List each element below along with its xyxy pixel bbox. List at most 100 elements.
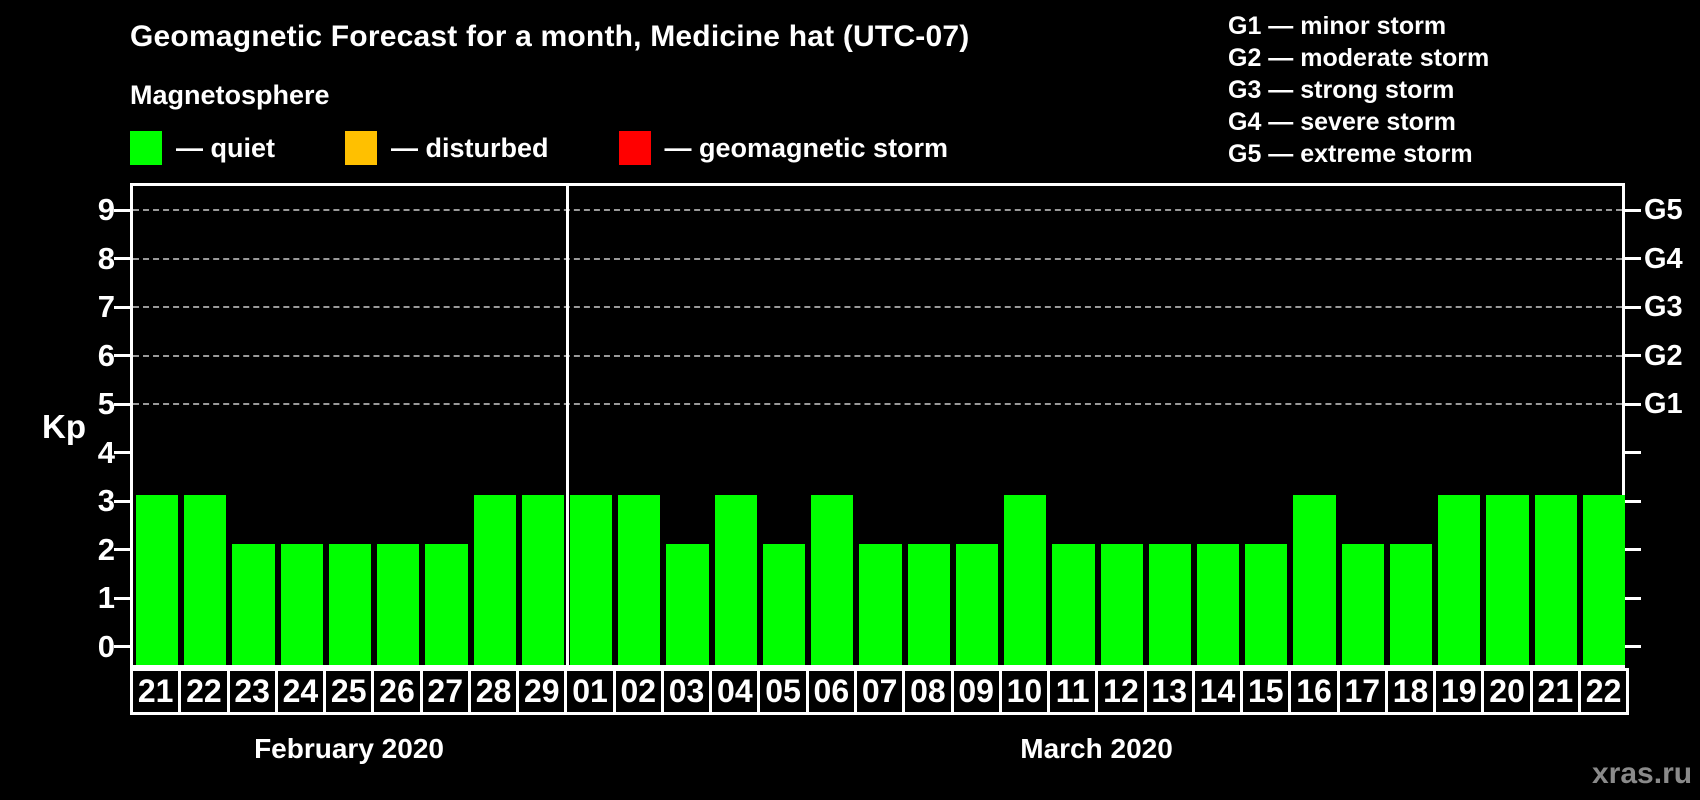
kp-bar-mar-05 (762, 543, 806, 665)
day-label-feb-25: 25 (323, 668, 375, 715)
left-axis-tick-7 (114, 305, 130, 309)
kp-bar-feb-26 (377, 543, 420, 665)
day-label-mar-07: 07 (853, 668, 906, 715)
day-label-mar-03: 03 (660, 668, 713, 715)
left-axis-tick-8 (114, 257, 130, 261)
left-axis-tick-5 (114, 402, 130, 406)
day-axis-row: 21 22 23 24 25 26 27 28 29 01 02 03 04 05 06 07 08 09 10 11… (130, 668, 1630, 715)
legend-item-disturbed: — disturbed (345, 131, 549, 165)
legend-item-geomagnetic-storm: — geomagnetic storm (618, 131, 949, 165)
kp-bar-feb-29 (521, 495, 565, 665)
right-axis-tick-4 (1625, 451, 1641, 455)
y-axis-label-0: 0 (97, 628, 115, 664)
legend-label-disturbed: — disturbed (391, 132, 549, 163)
day-label-mar-19: 19 (1433, 668, 1485, 715)
day-label-mar-22: 22 (1577, 668, 1630, 715)
legend-label-quiet: — quiet (176, 132, 275, 163)
day-label-mar-08: 08 (902, 668, 954, 715)
kp-bar-feb-23 (232, 543, 275, 665)
right-axis-tick-8 (1625, 257, 1641, 261)
kp-bar-mar-18 (1389, 543, 1433, 665)
gridline-kp-6 (133, 354, 1622, 357)
day-label-feb-22: 22 (178, 668, 230, 715)
plot-area: 0 1 2 3 4 5 6 7 8 9 G1 G2 G3 G4 G5 (98, 183, 1683, 668)
right-axis-label-g1: G1 (1644, 388, 1683, 421)
day-label-mar-16: 16 (1288, 668, 1340, 715)
right-axis-tick-2 (1625, 548, 1641, 552)
kp-bar-mar-09 (955, 543, 999, 665)
day-label-mar-11: 11 (1047, 668, 1099, 715)
day-label-mar-01: 01 (564, 668, 616, 715)
kp-bar-mar-06 (811, 495, 854, 665)
kp-bar-mar-12 (1100, 543, 1143, 665)
g-legend-line-g4: G4 — severe storm (1228, 108, 1456, 136)
quiet-color-swatch (130, 131, 162, 165)
kp-bar-mar-19 (1438, 495, 1481, 665)
geomagnetic-storm-color-swatch (618, 131, 651, 165)
day-label-mar-18: 18 (1384, 668, 1437, 715)
day-label-mar-04: 04 (709, 668, 761, 715)
left-axis-tick-0 (114, 645, 130, 649)
day-label-feb-21: 21 (130, 668, 182, 715)
y-axis-label-1: 1 (97, 580, 115, 616)
kp-bar-feb-21 (136, 495, 179, 665)
kp-bar-chart: 0 1 2 3 4 5 6 7 8 9 G1 G2 G3 G4 G5 21 22 23 24 25 26 27 28 29 0… (98, 183, 1683, 764)
legend-item-quiet: — quiet (130, 131, 275, 165)
right-axis-label-g2: G2 (1644, 339, 1683, 372)
day-label-mar-12: 12 (1095, 668, 1147, 715)
left-axis-tick-9 (114, 208, 130, 212)
gridline-kp-7 (133, 306, 1622, 309)
kp-bar-mar-04 (714, 495, 757, 665)
kp-bar-mar-16 (1293, 495, 1336, 665)
legend-label-geomagnetic-storm: — geomagnetic storm (664, 132, 949, 163)
kp-bar-mar-01 (570, 495, 613, 665)
g-legend-line-g3: G3 — strong storm (1228, 76, 1455, 104)
kp-bar-feb-22 (184, 495, 227, 665)
kp-bar-mar-10 (1004, 495, 1047, 665)
magnetosphere-legend: — quiet — disturbed — geomagnetic storm (130, 131, 1018, 165)
right-axis-tick-6 (1625, 354, 1641, 358)
g-legend-line-g1: G1 — minor storm (1228, 12, 1447, 40)
y-axis-label-5: 5 (97, 386, 115, 422)
kp-bar-mar-15 (1245, 543, 1288, 665)
day-label-mar-15: 15 (1240, 668, 1292, 715)
right-axis-tick-1 (1625, 596, 1641, 600)
y-axis-title: Kp (42, 408, 86, 445)
left-axis-tick-4 (114, 451, 130, 455)
g-scale-legend: G1 — minor storm G2 — moderate storm G3 … (1228, 10, 1489, 170)
right-axis-label-g4: G4 (1644, 242, 1683, 275)
kp-bar-mar-07 (859, 543, 902, 665)
magnetosphere-heading: Magnetosphere (130, 80, 330, 110)
y-axis-label-4: 4 (97, 434, 115, 470)
kp-bar-mar-11 (1052, 543, 1095, 665)
right-axis-tick-0 (1625, 645, 1641, 649)
kp-bar-feb-24 (280, 543, 323, 665)
right-axis-label-g3: G3 (1644, 291, 1683, 324)
disturbed-color-swatch (345, 131, 377, 165)
day-label-feb-28: 28 (467, 668, 520, 715)
day-label-mar-09: 09 (950, 668, 1002, 715)
day-label-feb-29: 29 (516, 668, 568, 715)
kp-bar-mar-02 (618, 495, 661, 665)
kp-bar-mar-22 (1582, 495, 1625, 665)
right-axis-label-g5: G5 (1644, 194, 1683, 227)
left-axis-tick-3 (114, 499, 130, 503)
y-axis-label-9: 9 (97, 192, 115, 228)
day-label-feb-24: 24 (274, 668, 327, 715)
gridline-kp-9 (133, 209, 1622, 212)
day-label-mar-17: 17 (1336, 668, 1388, 715)
right-axis-tick-7 (1625, 305, 1641, 309)
left-axis-tick-6 (114, 354, 130, 358)
g-legend-line-g2: G2 — moderate storm (1228, 44, 1490, 72)
y-axis-label-6: 6 (97, 337, 115, 373)
right-axis-tick-5 (1625, 402, 1641, 406)
y-axis-label-7: 7 (97, 289, 115, 325)
gridline-kp-5 (133, 403, 1622, 406)
day-label-mar-13: 13 (1143, 668, 1195, 715)
day-label-mar-02: 02 (612, 668, 664, 715)
kp-bar-feb-25 (328, 543, 372, 665)
y-axis-label-3: 3 (97, 483, 115, 519)
right-axis-tick-9 (1625, 208, 1641, 212)
kp-bar-mar-13 (1148, 543, 1191, 665)
